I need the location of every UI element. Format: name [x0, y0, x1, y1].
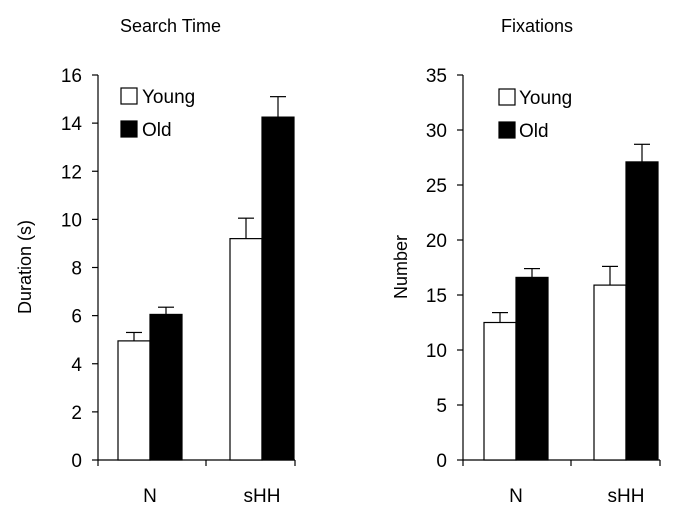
y-tick-label: 10: [61, 210, 82, 231]
x-tick-label: N: [143, 486, 157, 507]
y-axis-label: Duration (s): [15, 220, 35, 314]
search-time-panel: Search Time Duration (s) 0 2 4 6 8 10 12 14 16 N s…: [15, 16, 296, 507]
y-tick-label: 15: [426, 286, 447, 307]
y-tick-label: 4: [71, 355, 82, 376]
y-tick-label: 10: [426, 341, 447, 362]
axes: 0 2 4 6 8 10 12 14 16 N sHH: [61, 66, 296, 507]
bar: [261, 116, 295, 461]
y-tick-label: 5: [436, 396, 447, 417]
legend-swatch: [120, 120, 138, 138]
x-tick-label: sHH: [608, 486, 645, 507]
legend-label: Young: [142, 87, 195, 108]
legend-swatch: [120, 87, 138, 105]
y-tick-label: 20: [426, 231, 447, 252]
y-tick-label: 0: [71, 451, 82, 472]
legend: Young Old: [120, 87, 195, 141]
y-tick-label: 2: [71, 403, 82, 424]
y-tick-label: 30: [426, 121, 447, 142]
x-tick-label: N: [509, 486, 523, 507]
axes: 0 5 10 15 20 25 30 35 N sHH: [426, 66, 661, 507]
legend-swatch: [498, 121, 516, 139]
legend-label: Old: [142, 120, 172, 141]
bar: [593, 284, 627, 461]
chart-title: Search Time: [120, 16, 221, 36]
y-tick-label: 25: [426, 176, 447, 197]
bar: [229, 238, 263, 461]
bar: [149, 313, 183, 461]
y-axis-label: Number: [391, 235, 411, 299]
legend: Young Old: [498, 88, 572, 142]
y-tick-label: 8: [71, 259, 82, 280]
legend-label: Old: [519, 121, 549, 142]
bar: [117, 340, 151, 461]
legend-label: Young: [519, 88, 572, 109]
bar: [625, 161, 659, 461]
y-tick-label: 35: [426, 66, 447, 87]
fixations-panel: Fixations Number 0 5 10 15 20 25 30 35 N sHH Youn…: [391, 16, 661, 507]
y-tick-label: 14: [61, 114, 83, 135]
bars: [117, 96, 295, 461]
y-tick-label: 0: [436, 451, 447, 472]
x-tick-label: sHH: [244, 486, 281, 507]
bar: [515, 276, 549, 461]
y-tick-label: 12: [61, 162, 82, 183]
bar: [483, 321, 517, 461]
legend-swatch: [498, 88, 516, 106]
y-tick-label: 6: [71, 307, 82, 328]
y-tick-label: 16: [61, 66, 82, 87]
chart-title: Fixations: [501, 16, 573, 36]
bars: [483, 143, 659, 461]
